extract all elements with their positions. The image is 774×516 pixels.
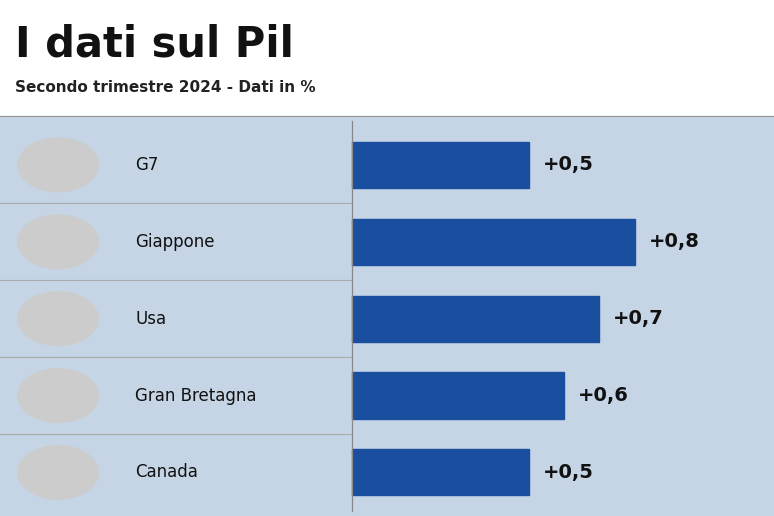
Bar bbox=[352, 219, 635, 265]
Text: +0,5: +0,5 bbox=[543, 155, 594, 174]
Bar bbox=[0, 116, 774, 516]
Text: +0,5: +0,5 bbox=[543, 463, 594, 482]
Bar bbox=[352, 142, 529, 188]
Circle shape bbox=[18, 368, 98, 422]
Circle shape bbox=[18, 215, 98, 268]
Text: Usa: Usa bbox=[135, 310, 166, 328]
Text: Secondo trimestre 2024 - Dati in %: Secondo trimestre 2024 - Dati in % bbox=[15, 80, 316, 95]
Text: Giappone: Giappone bbox=[135, 233, 215, 251]
Circle shape bbox=[18, 138, 98, 192]
Circle shape bbox=[18, 445, 98, 499]
Text: Canada: Canada bbox=[135, 463, 198, 481]
Bar bbox=[352, 449, 529, 495]
Text: +0,6: +0,6 bbox=[578, 386, 628, 405]
Bar bbox=[352, 296, 599, 342]
Text: +0,7: +0,7 bbox=[613, 309, 664, 328]
Circle shape bbox=[18, 292, 98, 346]
Text: G7: G7 bbox=[135, 156, 159, 174]
Text: +0,8: +0,8 bbox=[649, 232, 700, 251]
Bar bbox=[352, 373, 564, 418]
Text: Gran Bretagna: Gran Bretagna bbox=[135, 386, 257, 405]
Text: I dati sul Pil: I dati sul Pil bbox=[15, 23, 294, 65]
